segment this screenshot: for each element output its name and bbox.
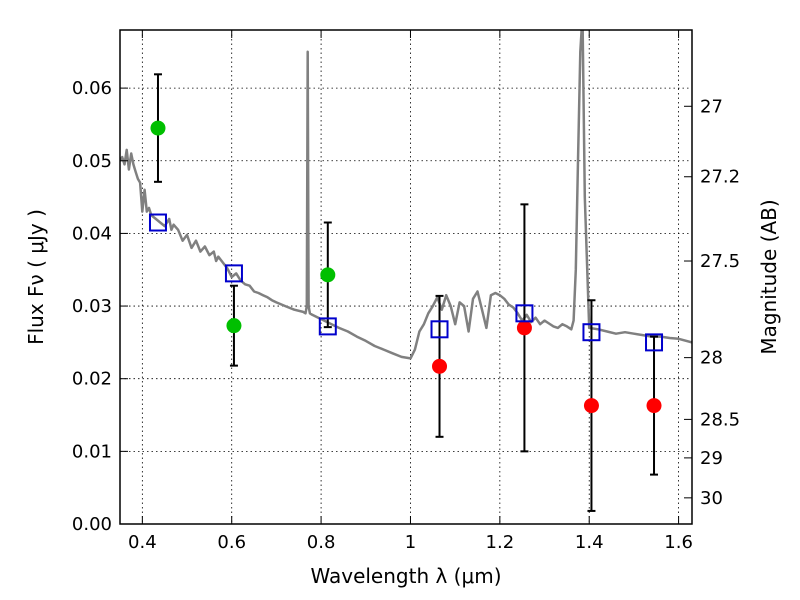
y-right-tick-label: 27 — [700, 96, 723, 117]
data-point — [320, 267, 336, 283]
model-photometry-point — [582, 323, 601, 342]
x-tick-label: 1.4 — [575, 532, 604, 553]
x-axis-label: Wavelength λ (μm) — [310, 564, 501, 588]
y-right-tick-label: 28.5 — [700, 409, 740, 430]
y-tick-label: 0.00 — [72, 514, 112, 535]
y-right-tick-label: 30 — [700, 488, 723, 509]
grid — [120, 30, 692, 525]
data-point — [646, 398, 662, 414]
data-point — [516, 320, 532, 336]
x-tick-label: 0.8 — [307, 532, 336, 553]
model-photometry-point — [515, 304, 534, 323]
model-photometry-point — [318, 317, 337, 336]
data-point — [226, 318, 242, 334]
model-spectrum-layer — [120, 30, 692, 360]
x-tick-label: 1 — [405, 532, 416, 553]
model-spectrum-line — [120, 30, 692, 360]
y-tick-label: 0.01 — [72, 441, 112, 462]
y-axis-right-label: Magnitude (AB) — [757, 199, 781, 354]
y-tick-label: 0.05 — [72, 151, 112, 172]
y-tick-label: 0.06 — [72, 78, 112, 99]
data-points-layer — [148, 73, 664, 512]
model-photometry-point — [430, 320, 449, 339]
model-photometry-point — [645, 333, 664, 352]
model-photometry-point — [224, 264, 243, 283]
y-tick-label: 0.03 — [72, 296, 112, 317]
x-tick-label: 0.4 — [128, 532, 157, 553]
data-point — [432, 358, 448, 374]
y-tick-label: 0.02 — [72, 369, 112, 390]
axis-ticks: 0.4 0.6 0.8 1 1.2 1.4 1.6 0.00 0.01 0.02 0.03 0.04 0… — [72, 30, 740, 553]
data-point — [583, 398, 599, 414]
model-photometry-point — [148, 213, 167, 232]
y-right-tick-label: 27.5 — [700, 251, 740, 272]
x-tick-label: 1.6 — [664, 532, 693, 553]
y-axis-label: Flux Fν ( μJy ) — [24, 209, 48, 345]
x-tick-label: 0.6 — [217, 532, 246, 553]
x-tick-label: 1.2 — [486, 532, 515, 553]
y-right-tick-label: 29 — [700, 448, 723, 469]
plot-frame — [119, 29, 693, 525]
data-point — [150, 120, 166, 136]
y-tick-label: 0.04 — [72, 223, 112, 244]
y-right-tick-label: 27.2 — [700, 167, 740, 188]
y-right-tick-label: 28 — [700, 348, 723, 369]
